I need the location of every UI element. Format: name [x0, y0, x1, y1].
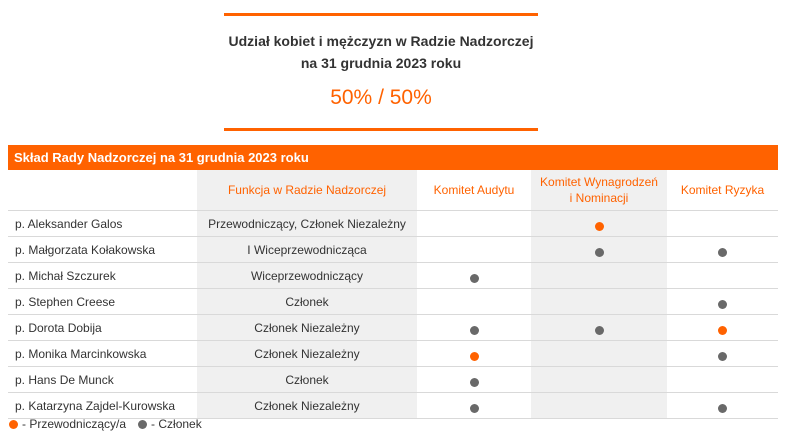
gender-ratio-title: Udział kobiet i mężczyzn w Radzie Nadzor… — [224, 30, 538, 74]
committee-cell-risk — [667, 262, 778, 289]
member-function: Przewodniczący, Członek Niezależny — [197, 210, 417, 237]
member-function: Członek Niezależny — [197, 340, 417, 367]
column-header-audit: Komitet Audytu — [417, 170, 531, 211]
member-name: p. Monika Marcinkowska — [8, 340, 197, 367]
table-row: p. Monika Marcinkowska Członek Niezależny — [8, 340, 778, 367]
legend-chair: - Przewodniczący/a — [9, 417, 126, 431]
table-row: p. Michał Szczurek Wiceprzewodniczący — [8, 262, 778, 289]
member-name: p. Hans De Munck — [8, 366, 197, 393]
member-name: p. Dorota Dobija — [8, 314, 197, 341]
legend: - Przewodniczący/a - Członek — [9, 417, 214, 431]
committee-cell-remuneration — [531, 366, 667, 393]
committee-cell-risk — [667, 340, 778, 367]
member-dot-icon — [594, 326, 604, 336]
legend-member-label: - Członek — [151, 417, 202, 431]
committee-cell-audit — [417, 236, 531, 263]
committee-cell-remuneration — [531, 340, 667, 367]
table-row: p. Aleksander Galos Przewodniczący, Człon… — [8, 210, 778, 237]
committee-cell-risk — [667, 314, 778, 341]
member-function: Wiceprzewodniczący — [197, 262, 417, 289]
committee-cell-audit — [417, 392, 531, 419]
member-name: p. Katarzyna Zajdel-Kurowska — [8, 392, 197, 419]
committee-cell-audit — [417, 366, 531, 393]
committee-cell-audit — [417, 210, 531, 237]
legend-chair-label: - Przewodniczący/a — [22, 417, 127, 431]
column-header-name — [8, 170, 197, 211]
table-row: p. Stephen Creese Członek — [8, 288, 778, 315]
table-row: p. Małgorzata Kołakowska I Wiceprzewodnic… — [8, 236, 778, 263]
chair-dot-icon — [594, 222, 604, 232]
column-header-function: Funkcja w Radzie Nadzorczej — [197, 170, 417, 211]
member-dot-icon — [594, 248, 604, 258]
board-table: Funkcja w Radzie Nadzorczej Komitet Audy… — [8, 170, 778, 419]
member-dot-icon — [469, 326, 479, 336]
committee-cell-remuneration — [531, 236, 667, 263]
table-row: p. Katarzyna Zajdel-Kurowska Członek Niez… — [8, 392, 778, 419]
member-name: p. Stephen Creese — [8, 288, 197, 315]
member-dot-icon — [469, 404, 479, 414]
column-header-risk: Komitet Ryzyka — [667, 170, 778, 211]
member-dot-icon — [718, 248, 727, 258]
table-row: p. Dorota Dobija Członek Niezależny — [8, 314, 778, 341]
gender-ratio-title-line2: na 31 grudnia 2023 roku — [300, 55, 462, 71]
member-name: p. Michał Szczurek — [8, 262, 197, 289]
committee-cell-remuneration — [531, 262, 667, 289]
member-dot-icon — [469, 378, 479, 388]
committee-cell-risk — [667, 366, 778, 393]
member-function: Członek — [197, 366, 417, 393]
committee-cell-remuneration — [531, 392, 667, 419]
chair-dot-icon — [469, 352, 479, 362]
committee-cell-audit — [417, 288, 531, 315]
member-name: p. Małgorzata Kołakowska — [8, 236, 197, 263]
member-dot-icon — [718, 300, 727, 310]
column-header-row: Funkcja w Radzie Nadzorczej Komitet Audy… — [8, 170, 778, 211]
committee-cell-remuneration — [531, 210, 667, 237]
member-dot-icon — [138, 419, 148, 429]
member-dot-icon — [469, 274, 479, 284]
committee-cell-audit — [417, 340, 531, 367]
board-rows: p. Aleksander Galos Przewodniczący, Człon… — [8, 210, 778, 419]
member-name: p. Aleksander Galos — [8, 210, 197, 237]
committee-cell-risk — [667, 392, 778, 419]
committee-cell-risk — [667, 210, 778, 237]
member-dot-icon — [718, 404, 727, 414]
gender-ratio-title-line1: Udział kobiet i mężczyzn w Radzie Nadzor… — [228, 33, 534, 49]
committee-cell-risk — [667, 236, 778, 263]
committee-cell-audit — [417, 262, 531, 289]
chair-dot-icon — [9, 419, 18, 429]
member-function: I Wiceprzewodnicząca — [197, 236, 417, 263]
committee-cell-remuneration — [531, 288, 667, 315]
gender-ratio-value: 50% / 50% — [330, 86, 432, 109]
member-function: Członek — [197, 288, 417, 315]
table-row: p. Hans De Munck Członek — [8, 366, 778, 393]
legend-member: - Członek — [138, 417, 202, 431]
member-function: Członek Niezależny — [197, 314, 417, 341]
committee-cell-audit — [417, 314, 531, 341]
board-composition-table: Skład Rady Nadzorczej na 31 grudnia 2023… — [8, 145, 778, 419]
member-dot-icon — [718, 352, 727, 362]
chair-dot-icon — [718, 326, 727, 336]
column-header-remuneration: Komitet Wynagrodzeń i Nominacji — [531, 170, 667, 211]
member-function: Członek Niezależny — [197, 392, 417, 419]
committee-cell-remuneration — [531, 314, 667, 341]
gender-ratio-box: Udział kobiet i mężczyzn w Radzie Nadzor… — [224, 13, 538, 131]
table-header-bar: Skład Rady Nadzorczej na 31 grudnia 2023… — [8, 145, 778, 170]
committee-cell-risk — [667, 288, 778, 315]
